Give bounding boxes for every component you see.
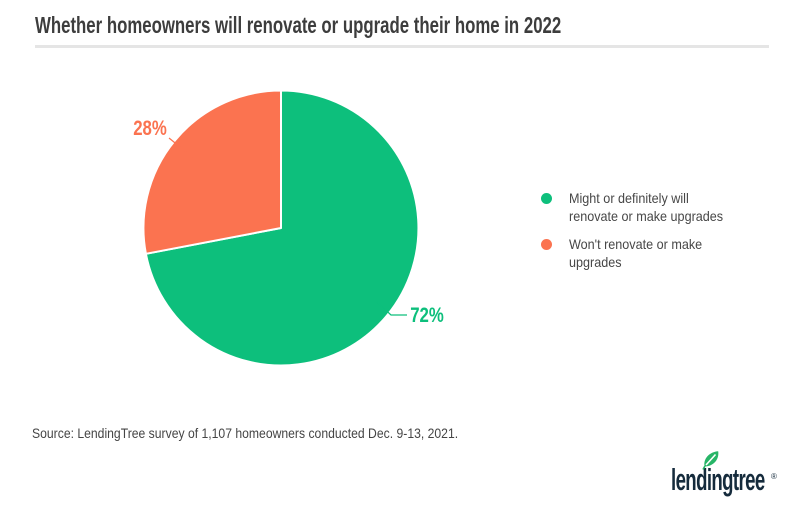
lendingtree-logo: lendingtree ® xyxy=(671,451,789,506)
legend-label-line: Might or definitely will xyxy=(569,190,689,206)
legend-dot-green xyxy=(541,193,552,204)
legend: Might or definitely will renovate or mak… xyxy=(541,189,740,271)
pie-connector-28 xyxy=(168,137,197,161)
legend-label: Won't renovate or make upgrades xyxy=(569,235,702,271)
pie-label-28: 28% xyxy=(133,117,167,140)
pie-slice-will-renovate xyxy=(144,89,420,367)
legend-dot-orange xyxy=(541,239,552,250)
pie-connector-72 xyxy=(376,301,407,316)
source-note: Source: LendingTree survey of 1,107 home… xyxy=(32,425,459,441)
legend-label-line: upgrades xyxy=(569,254,622,270)
legend-item-will-renovate: Might or definitely will renovate or mak… xyxy=(541,189,740,225)
registered-mark: ® xyxy=(771,472,777,481)
legend-label: Might or definitely will renovate or mak… xyxy=(569,189,723,225)
pie-label-28-text: 28% xyxy=(133,117,167,140)
title-divider xyxy=(35,45,769,48)
legend-label-line: renovate or make upgrades xyxy=(569,208,724,224)
pie-label-72: 72% xyxy=(410,304,444,327)
legend-label-line: Won't renovate or make xyxy=(569,236,703,252)
logo-wordmark: lendingtree xyxy=(671,462,765,497)
page-title: Whether homeowners will renovate or upgr… xyxy=(35,12,562,38)
legend-item-wont-renovate: Won't renovate or make upgrades xyxy=(541,235,740,271)
pie-slice-wont-renovate xyxy=(142,89,282,255)
pie-label-72-text: 72% xyxy=(410,304,444,327)
leaf-icon xyxy=(702,451,719,470)
